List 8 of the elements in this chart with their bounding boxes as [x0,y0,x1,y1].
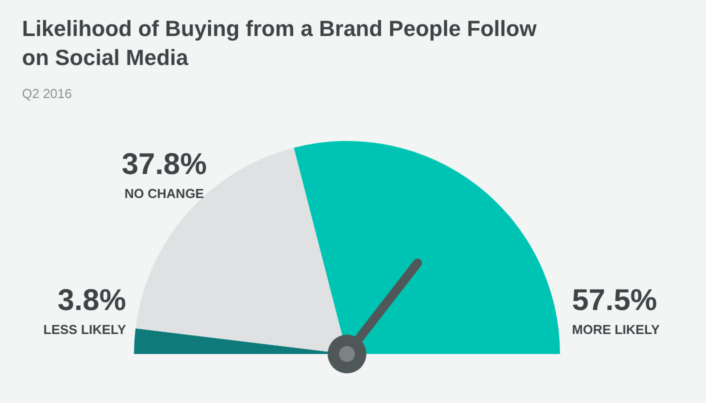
data-label: 57.5% [572,284,658,317]
chart-subtitle: Q2 2016 [22,86,72,101]
slice-label: NO CHANGE [124,186,204,201]
data-label: 3.8% [58,284,126,317]
data-label: 37.8% [122,148,207,181]
slice-label: LESS LIKELY [43,322,126,337]
chart-title: Likelihood of Buying from a Brand People Follow on Social Media [22,16,538,70]
slice-label: MORE LIKELY [572,322,660,337]
